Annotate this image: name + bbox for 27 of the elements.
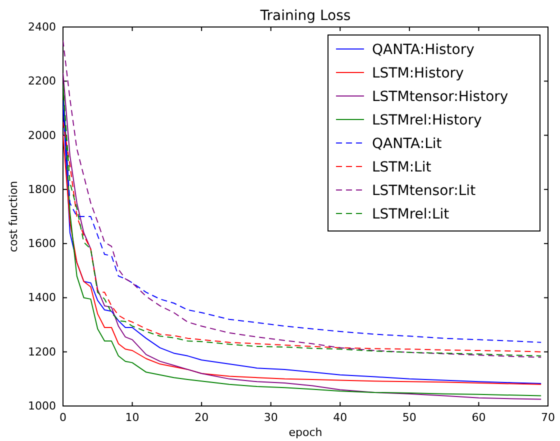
x-tick-label: 20 [194,410,209,424]
legend-label: LSTM:History [372,66,464,82]
legend-label: LSTM:Lit [372,160,432,176]
x-tick-label: 0 [60,410,66,424]
legend-label: LSTMtensor:History [372,89,508,105]
y-tick-label: 1800 [28,182,56,196]
x-tick-label: 30 [264,410,278,424]
y-tick-label: 1000 [28,400,56,413]
x-tick-label: 70 [541,410,555,424]
y-tick-label: 1400 [28,291,56,304]
chart-title: Training Loss [259,8,351,24]
y-tick-label: 1600 [28,237,56,250]
y-tick-label: 1200 [28,345,56,358]
x-tick-label: 60 [472,410,486,424]
legend-label: LSTMrel:History [372,112,482,128]
x-tick-label: 10 [125,410,140,424]
x-axis-title: epoch [288,426,322,439]
y-tick-label: 2000 [28,128,56,142]
legend-label: QANTA:Lit [372,136,442,152]
legend-label: QANTA:History [372,42,474,58]
legend-label: LSTMtensor:Lit [372,183,476,199]
y-tick-label: 2400 [28,20,56,34]
x-tick-label: 40 [333,410,348,424]
x-tick-label: 50 [402,410,416,424]
legend-label: LSTMrel:Lit [372,206,450,222]
y-axis-title: cost function [7,180,20,252]
y-tick-label: 2200 [28,74,56,88]
